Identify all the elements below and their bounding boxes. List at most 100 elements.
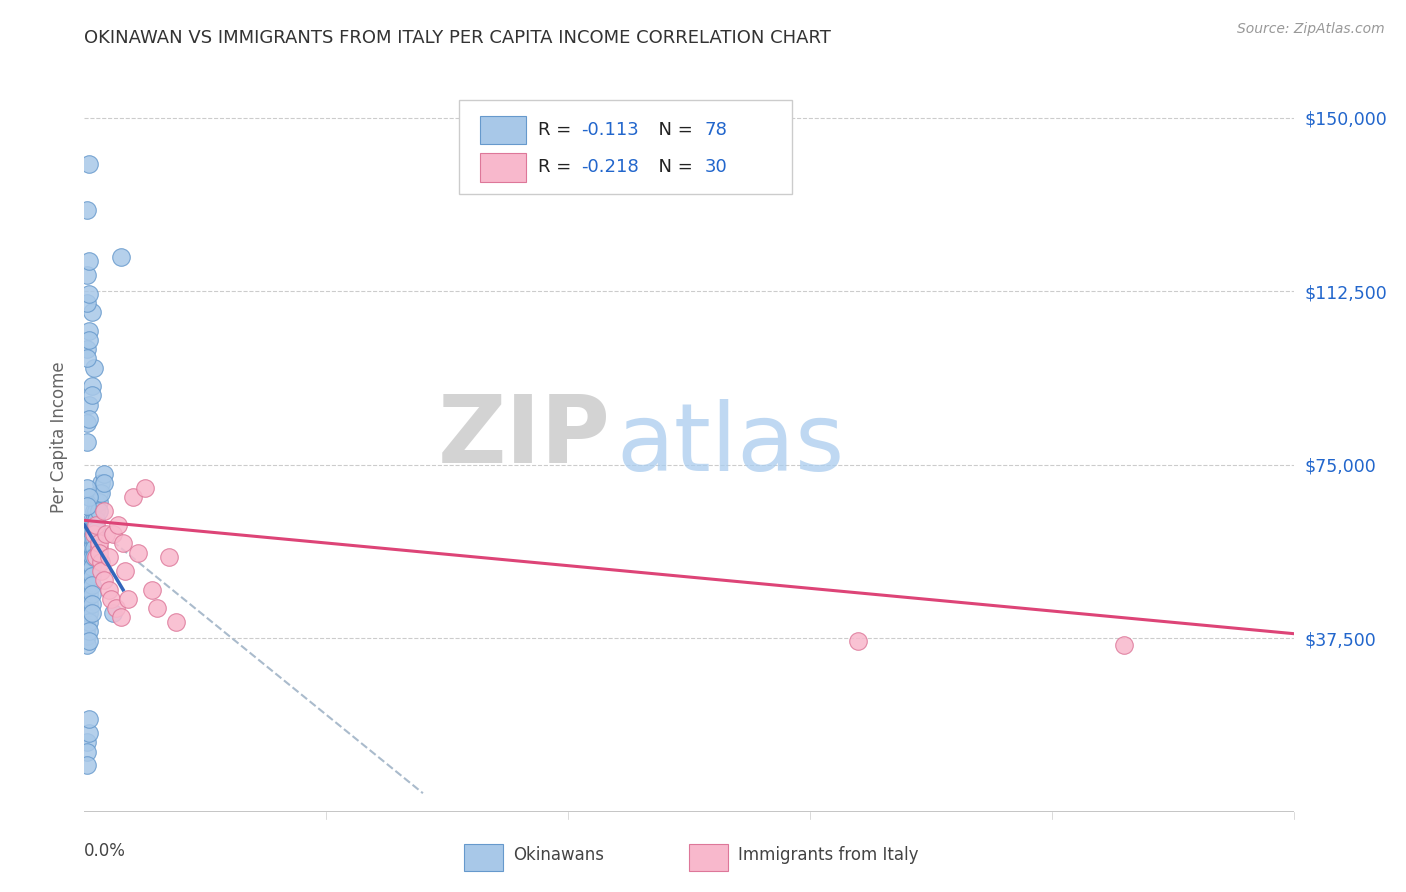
Point (157, 550, 180, 565)
Point (77, 324, 100, 338)
Text: R =: R = (538, 121, 576, 139)
Point (104, 601, 127, 615)
Point (77, 615, 100, 629)
Point (100, 591, 122, 606)
Point (80, 513, 103, 527)
Text: Immigrants from Italy: Immigrants from Italy (738, 846, 918, 863)
Point (77, 286, 100, 301)
Point (76, 500, 98, 514)
Point (94, 527, 117, 541)
Text: 0.0%: 0.0% (84, 842, 127, 860)
Point (77, 587, 100, 601)
Text: Source: ZipAtlas.com: Source: ZipAtlas.com (1237, 22, 1385, 37)
Point (80, 606, 103, 620)
Point (76, 758, 98, 772)
Point (93, 504, 115, 518)
Point (80, 523, 103, 537)
Point (114, 564, 136, 578)
Point (83, 550, 105, 565)
Point (93, 574, 115, 588)
Bar (479, 153, 526, 182)
Point (80, 597, 103, 611)
Point (87, 504, 110, 518)
Text: Okinawans: Okinawans (513, 846, 605, 863)
Text: -0.218: -0.218 (581, 159, 640, 177)
Point (87, 536, 110, 550)
Point (77, 569, 100, 583)
Point (141, 582, 163, 597)
Point (77, 578, 100, 592)
Point (80, 379, 103, 393)
Point (80, 559, 103, 574)
Point (80, 578, 103, 592)
Point (76, 582, 98, 597)
Point (77, 597, 100, 611)
Point (165, 615, 187, 629)
Text: N =: N = (647, 159, 699, 177)
Point (93, 467, 115, 481)
Point (80, 388, 103, 402)
Point (90, 555, 112, 569)
Point (80, 587, 103, 601)
Point (107, 518, 129, 533)
Text: atlas: atlas (616, 399, 845, 491)
Point (77, 606, 100, 620)
Bar (479, 116, 526, 145)
Point (83, 541, 105, 555)
Point (127, 546, 149, 560)
Point (87, 541, 110, 555)
Point (76, 203, 98, 218)
Point (87, 485, 110, 500)
Point (80, 532, 103, 546)
FancyBboxPatch shape (460, 100, 792, 194)
Point (76, 550, 98, 565)
Point (93, 476, 115, 491)
Point (77, 726, 100, 740)
Point (77, 712, 100, 726)
Point (76, 601, 98, 615)
Point (77, 254, 100, 268)
Point (80, 550, 103, 565)
Point (76, 735, 98, 749)
Point (76, 638, 98, 652)
Point (77, 624, 100, 639)
Point (86, 495, 108, 509)
Point (97, 582, 120, 597)
Point (77, 490, 100, 504)
Point (103, 606, 125, 620)
Point (77, 411, 100, 425)
Point (77, 398, 100, 412)
Point (76, 342, 98, 356)
Point (77, 633, 100, 648)
Point (87, 546, 110, 560)
Point (76, 351, 98, 366)
Text: OKINAWAN VS IMMIGRANTS FROM ITALY PER CAPITA INCOME CORRELATION CHART: OKINAWAN VS IMMIGRANTS FROM ITALY PER CA… (84, 29, 831, 47)
Point (97, 550, 120, 565)
Point (77, 550, 100, 565)
Text: ZIP: ZIP (437, 391, 610, 483)
Point (76, 268, 98, 283)
Point (103, 527, 125, 541)
Text: -0.113: -0.113 (581, 121, 640, 139)
Point (76, 591, 98, 606)
Point (86, 518, 108, 533)
Point (77, 541, 100, 555)
Point (76, 434, 98, 449)
Point (1114, 638, 1136, 652)
Point (86, 550, 108, 565)
Point (90, 476, 112, 491)
Text: R =: R = (538, 159, 576, 177)
Point (83, 504, 105, 518)
Point (117, 591, 139, 606)
Point (110, 250, 132, 264)
Point (146, 601, 169, 615)
Point (83, 523, 105, 537)
Point (80, 569, 103, 583)
Point (90, 485, 112, 500)
Point (86, 504, 108, 518)
Point (76, 296, 98, 310)
Point (90, 564, 112, 578)
Text: N =: N = (647, 121, 699, 139)
Point (76, 629, 98, 643)
Point (110, 610, 132, 624)
